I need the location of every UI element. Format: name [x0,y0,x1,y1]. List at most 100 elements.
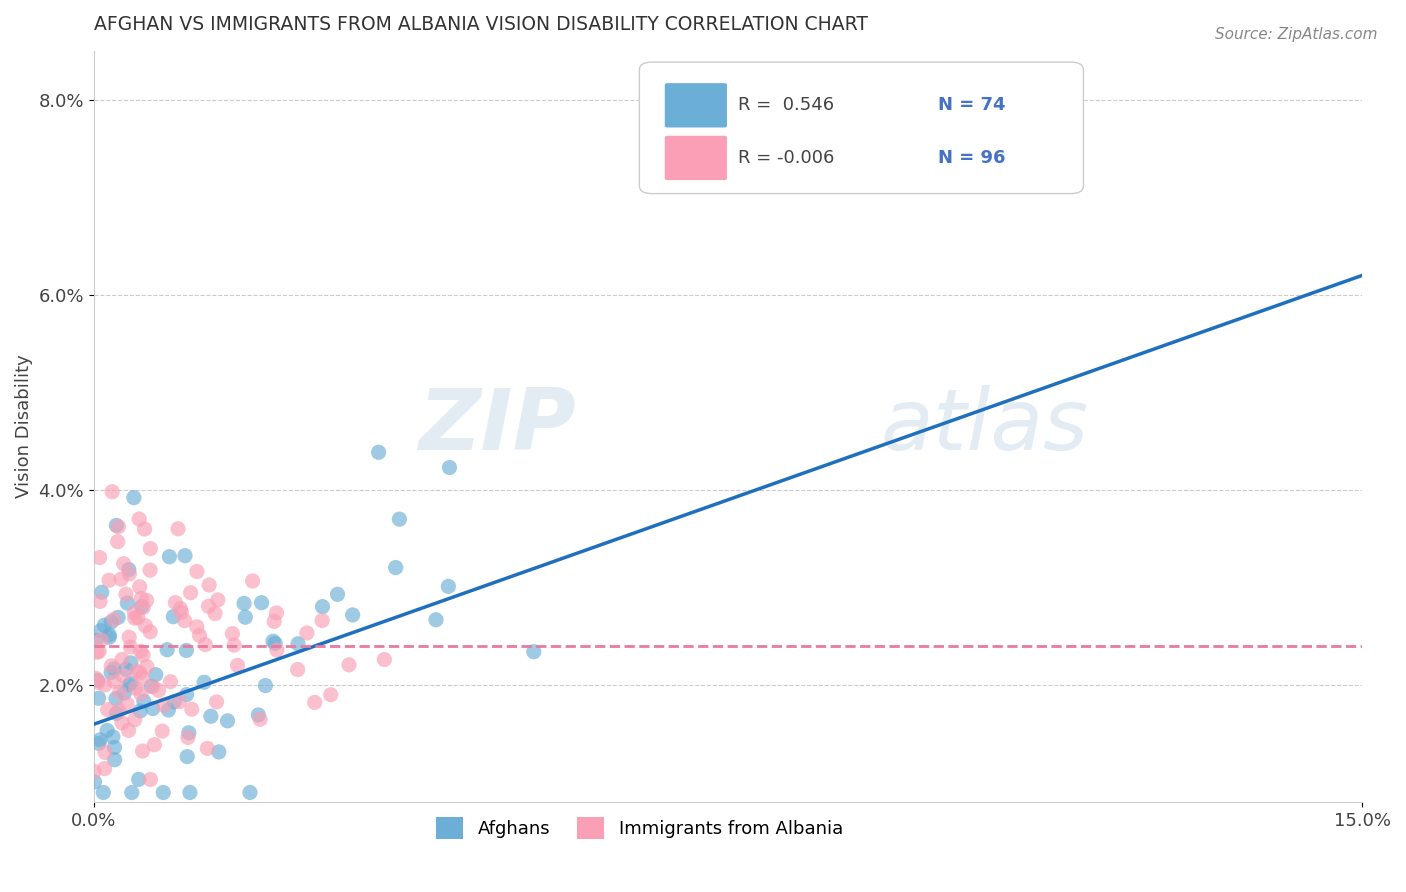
FancyBboxPatch shape [640,62,1084,194]
Point [121,785,143,799]
Point [263,615,285,629]
Point [311,599,333,614]
Point [186,565,208,579]
Point [157,703,180,717]
Point [194,638,217,652]
Point [437,579,460,593]
Point [128,580,150,594]
Point [180,702,202,716]
Point [342,607,364,622]
Point [129,644,152,658]
Point [98,574,121,588]
Point [87,736,110,750]
Point [204,607,226,621]
Point [287,637,309,651]
Point [326,587,349,601]
Point [118,678,141,692]
Point [188,628,211,642]
Point [129,591,152,606]
Point [262,634,284,648]
Point [87,644,110,658]
Point [162,609,184,624]
Point [249,712,271,726]
Point [98,630,121,644]
Point [103,662,125,676]
Point [103,674,125,689]
Point [239,785,262,799]
Text: N = 96: N = 96 [938,149,1005,168]
Point [120,640,142,654]
Point [207,593,229,607]
Point [266,643,288,657]
Point [101,730,124,744]
Point [141,679,163,693]
Point [148,683,170,698]
Point [124,606,146,620]
Point [111,652,134,666]
Point [226,658,249,673]
Point [90,633,112,648]
Point [235,610,257,624]
Point [111,668,134,682]
Point [173,614,195,628]
Point [205,695,228,709]
Point [221,626,243,640]
Point [86,645,108,659]
Point [176,643,198,657]
Point [86,673,108,688]
Point [177,731,200,745]
Point [90,585,112,599]
Point [98,628,121,642]
Point [84,633,107,648]
Point [152,698,174,713]
Point [179,785,201,799]
Point [254,679,277,693]
Point [94,678,117,692]
Point [110,572,132,586]
Point [264,636,287,650]
Point [163,695,186,709]
Point [87,691,110,706]
Point [150,724,173,739]
Point [169,601,191,615]
Point [523,645,546,659]
Point [165,596,187,610]
Point [139,624,162,639]
Point [83,764,105,779]
Point [128,665,150,680]
Point [111,715,134,730]
Point [134,522,156,536]
Point [105,706,128,721]
Point [89,732,111,747]
Point [156,642,179,657]
Point [197,741,219,756]
Point [101,484,124,499]
Point [122,491,145,505]
Point [176,688,198,702]
Point [104,753,127,767]
Point [107,610,129,624]
Point [174,549,197,563]
Point [367,445,389,459]
Point [91,785,114,799]
Text: ZIP: ZIP [419,385,576,468]
Point [127,611,149,625]
Point [107,534,129,549]
Point [250,596,273,610]
Point [107,520,129,534]
Point [139,541,162,556]
Point [134,618,156,632]
Point [242,574,264,588]
Point [139,563,162,577]
Point [112,686,135,700]
Point [295,626,318,640]
Point [103,740,125,755]
Point [131,744,153,758]
Point [233,596,256,610]
Legend: Afghans, Immigrants from Albania: Afghans, Immigrants from Albania [429,809,851,846]
Point [129,704,152,718]
Point [108,685,131,699]
Point [128,772,150,787]
Point [217,714,239,728]
Point [177,725,200,739]
